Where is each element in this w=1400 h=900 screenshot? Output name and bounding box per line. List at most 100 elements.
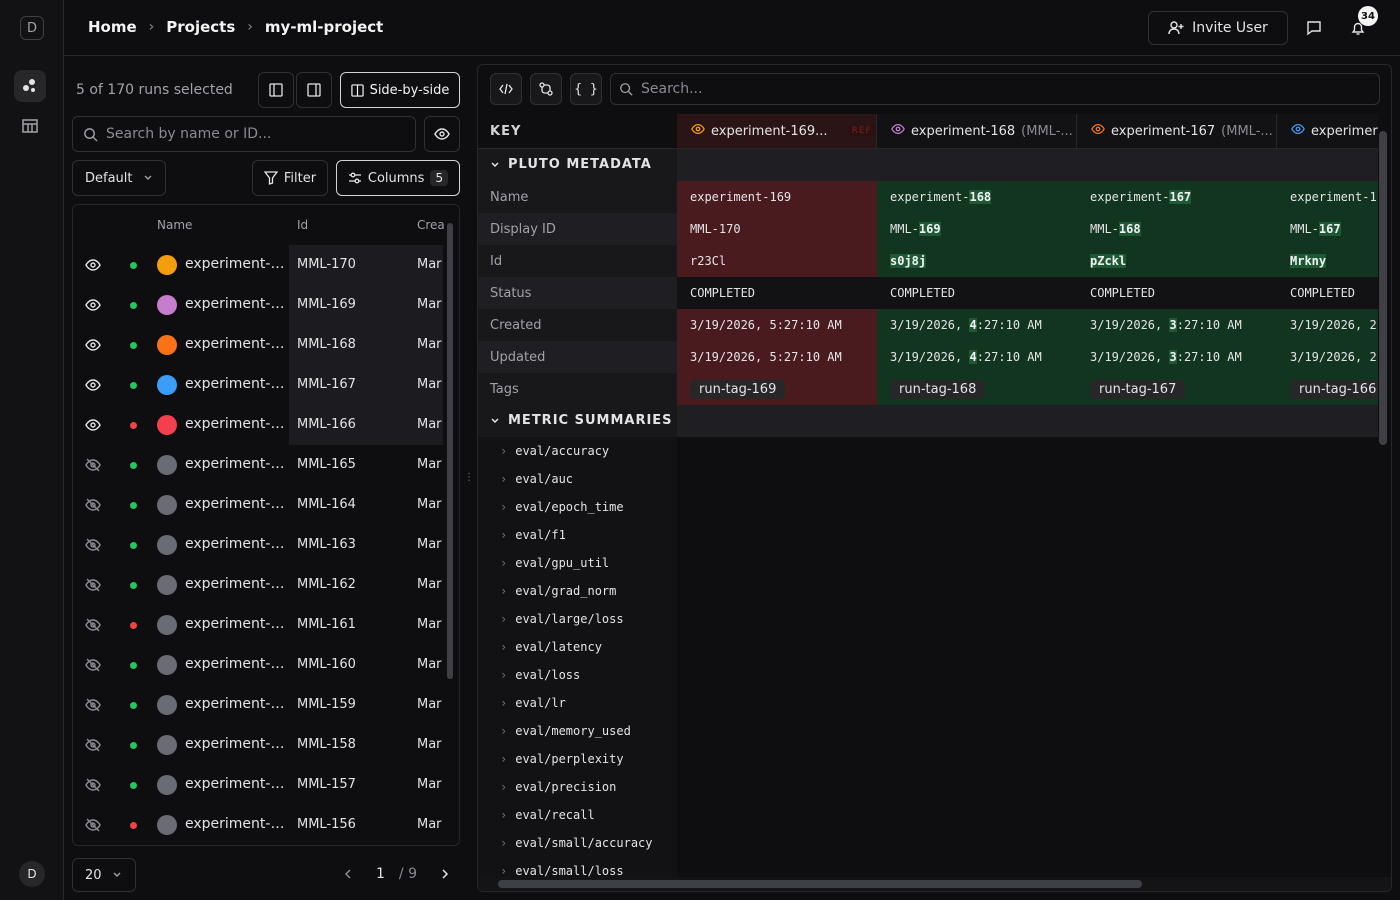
user-avatar[interactable]: D	[19, 861, 45, 887]
eye-off-icon[interactable]	[85, 577, 101, 593]
metric-row[interactable]: › eval/recall	[478, 801, 677, 829]
bell-icon[interactable]: 34	[1346, 6, 1378, 40]
run-color-swatch[interactable]	[157, 655, 177, 675]
chevron-right-icon[interactable]: ›	[500, 528, 508, 542]
chevron-right-icon[interactable]: ›	[500, 724, 508, 738]
compare-horizontal-scrollbar[interactable]	[498, 880, 1142, 888]
eye-off-icon[interactable]	[85, 777, 101, 793]
run-color-swatch[interactable]	[157, 535, 177, 555]
eye-icon[interactable]	[1291, 122, 1305, 140]
metric-row[interactable]: › eval/memory_used	[478, 717, 677, 745]
page-size-select[interactable]: 20	[72, 858, 136, 892]
eye-off-icon[interactable]	[85, 817, 101, 833]
tag-chip[interactable]: run-tag-167	[1090, 380, 1186, 399]
eye-off-icon[interactable]	[85, 617, 101, 633]
eye-off-icon[interactable]	[85, 537, 101, 553]
metric-row[interactable]: › eval/grad_norm	[478, 577, 677, 605]
chat-icon[interactable]	[1302, 16, 1326, 40]
metric-row[interactable]: › eval/auc	[478, 465, 677, 493]
table-row[interactable]: experiment-159 MML-160 Mar	[73, 645, 443, 685]
eye-icon[interactable]	[1091, 122, 1105, 140]
metric-row[interactable]: › eval/gpu_util	[478, 549, 677, 577]
diff-view-button[interactable]	[530, 73, 562, 105]
eye-icon[interactable]	[85, 337, 101, 353]
chevron-right-icon[interactable]: ›	[500, 836, 508, 850]
run-color-swatch[interactable]	[157, 775, 177, 795]
metric-row[interactable]: › eval/small/accuracy	[478, 829, 677, 857]
chevron-right-icon[interactable]: ›	[500, 472, 508, 486]
run-color-swatch[interactable]	[157, 375, 177, 395]
metric-row[interactable]: › eval/lr	[478, 689, 677, 717]
breadcrumb-projects[interactable]: Projects	[166, 18, 236, 36]
compare-vertical-scrollbar[interactable]	[1379, 131, 1387, 445]
tag-chip[interactable]: run-tag-168	[890, 380, 986, 399]
run-color-swatch[interactable]	[157, 575, 177, 595]
eye-off-icon[interactable]	[85, 497, 101, 513]
metric-row[interactable]: › eval/large/loss	[478, 605, 677, 633]
metric-row[interactable]: › eval/precision	[478, 773, 677, 801]
eye-off-icon[interactable]	[85, 457, 101, 473]
side-by-side-button[interactable]: Side-by-side	[340, 72, 460, 108]
run-column-header[interactable]: experimer	[1277, 114, 1378, 149]
run-color-swatch[interactable]	[157, 255, 177, 275]
chevron-right-icon[interactable]: ›	[500, 696, 508, 710]
run-color-swatch[interactable]	[157, 415, 177, 435]
eye-off-icon[interactable]	[85, 697, 101, 713]
eye-icon[interactable]	[891, 122, 905, 140]
table-row[interactable]: experiment-163 MML-164 Mar	[73, 485, 443, 525]
table-nav-icon[interactable]	[14, 110, 46, 142]
compare-search-input[interactable]	[641, 81, 1341, 97]
run-color-swatch[interactable]	[157, 615, 177, 635]
chevron-right-icon[interactable]: ›	[500, 640, 508, 654]
eye-icon[interactable]	[85, 417, 101, 433]
chevron-right-icon[interactable]: ›	[500, 668, 508, 682]
tag-chip[interactable]: run-tag-166	[1290, 380, 1378, 399]
eye-icon[interactable]	[85, 297, 101, 313]
eye-off-icon[interactable]	[85, 737, 101, 753]
eye-icon[interactable]	[85, 377, 101, 393]
table-row[interactable]: experiment-157 MML-158 Mar	[73, 725, 443, 765]
table-row[interactable]: experiment-160 MML-161 Mar	[73, 605, 443, 645]
run-color-swatch[interactable]	[157, 735, 177, 755]
run-column-header[interactable]: experiment-168 (MML-...	[877, 114, 1077, 149]
next-page-icon[interactable]	[439, 868, 451, 880]
run-color-swatch[interactable]	[157, 295, 177, 315]
metric-row[interactable]: › eval/perplexity	[478, 745, 677, 773]
run-color-swatch[interactable]	[157, 335, 177, 355]
sidebar-left-toggle-button[interactable]	[258, 72, 294, 108]
chevron-right-icon[interactable]: ›	[500, 864, 508, 878]
metric-row[interactable]: › eval/accuracy	[478, 437, 677, 465]
json-view-button[interactable]: { }	[570, 73, 602, 105]
workspace-logo[interactable]: D	[20, 16, 44, 40]
run-color-swatch[interactable]	[157, 495, 177, 515]
chevron-right-icon[interactable]: ›	[500, 500, 508, 514]
chevron-right-icon[interactable]: ›	[500, 808, 508, 822]
chevron-right-icon[interactable]: ›	[500, 612, 508, 626]
resize-handle-icon[interactable]: ⋮⋮	[464, 472, 484, 483]
runs-scrollbar[interactable]	[447, 223, 453, 679]
metric-row[interactable]: › eval/loss	[478, 661, 677, 689]
table-row[interactable]: experiment-155 MML-156 Mar	[73, 805, 443, 845]
header-name[interactable]: Name	[157, 218, 193, 232]
table-row[interactable]: experiment-161 MML-162 Mar	[73, 565, 443, 605]
chevron-right-icon[interactable]: ›	[500, 584, 508, 598]
section-metrics[interactable]: METRIC SUMMARIES	[478, 405, 1378, 437]
run-color-swatch[interactable]	[157, 455, 177, 475]
table-row[interactable]: experiment-158 MML-159 Mar	[73, 685, 443, 725]
run-column-header[interactable]: experiment-167 (MML-...	[1077, 114, 1277, 149]
columns-button[interactable]: Columns 5	[336, 160, 460, 196]
run-column-header[interactable]: experiment-169... REF	[677, 114, 877, 149]
eye-icon[interactable]	[85, 257, 101, 273]
eye-icon[interactable]	[691, 122, 705, 140]
metric-row[interactable]: › eval/small/loss	[478, 857, 677, 878]
run-color-swatch[interactable]	[157, 815, 177, 835]
breadcrumb-project[interactable]: my-ml-project	[264, 18, 384, 36]
current-page[interactable]: 1	[376, 866, 385, 882]
run-color-swatch[interactable]	[157, 695, 177, 715]
filter-button[interactable]: Filter	[252, 160, 328, 196]
metric-row[interactable]: › eval/epoch_time	[478, 493, 677, 521]
